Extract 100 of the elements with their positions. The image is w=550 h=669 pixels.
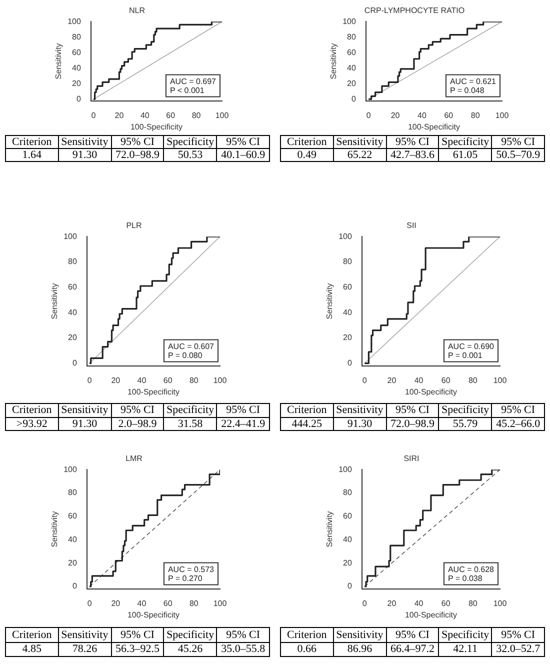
y-tick-label: 100 — [64, 464, 78, 474]
text: Specificity — [164, 628, 217, 642]
chart-title: SII — [406, 221, 416, 230]
text: 95% CI — [216, 404, 270, 417]
y-tick-label: 60 — [343, 512, 352, 521]
text: 72.0–98.9 — [111, 148, 164, 162]
text: 31.58 — [164, 417, 217, 430]
text: 95% CI — [492, 628, 544, 642]
chart-title: PLR — [126, 221, 142, 230]
text: 91.30 — [58, 148, 112, 162]
y-tick-label: 0 — [351, 94, 356, 104]
text: 61.05 — [438, 148, 492, 162]
text: 72.0–98.9 — [386, 417, 439, 430]
text: 95% CI — [386, 136, 439, 148]
annotation: AUC = 0.628 — [448, 565, 495, 574]
x-axis-title: 100-Specificity — [408, 122, 460, 132]
x-tick-label: 0 — [366, 110, 372, 120]
y-tick-label: 40 — [343, 534, 352, 544]
y-tick-label: 20 — [68, 333, 78, 342]
x-tick-label: 20 — [114, 110, 124, 120]
text: 95% CI — [386, 404, 439, 417]
annotation: P = 0.038 — [448, 574, 483, 584]
x-axis-title: 100-Specificity — [404, 387, 457, 396]
text: Sensitivity — [333, 136, 386, 148]
x-tick-label: 40 — [414, 376, 424, 385]
text: Sensitivity — [58, 628, 112, 642]
x-tick-label: 40 — [137, 598, 147, 608]
x-tick-label: 40 — [414, 598, 424, 608]
y-tick-label: 40 — [68, 534, 78, 544]
y-tick-label: 40 — [343, 308, 352, 317]
text: 1.64 — [6, 148, 58, 162]
annotation: P = 0.001 — [448, 351, 483, 360]
text: Sensitivity — [58, 136, 112, 148]
text: 95% CI — [216, 136, 270, 148]
x-tick-label: 60 — [441, 376, 451, 385]
y-tick-label: 80 — [68, 488, 78, 498]
text: 65.22 — [333, 148, 386, 162]
y-tick-label: 100 — [338, 232, 352, 241]
text: Criterion — [6, 136, 58, 148]
y-tick-label: 0 — [76, 94, 82, 104]
y-tick-label: 80 — [343, 488, 352, 498]
y-tick-label: 20 — [343, 333, 352, 342]
annotation: AUC = 0.621 — [450, 77, 497, 86]
text: Specificity — [164, 404, 217, 417]
text: 4.85 — [6, 642, 58, 656]
text: 55.79 — [438, 417, 492, 430]
x-axis-title: 100-Specificity — [127, 610, 180, 620]
y-tick-label: 20 — [343, 558, 352, 568]
text: Specificity — [438, 136, 492, 148]
y-axis-title: Sensitivity — [325, 511, 334, 548]
text: Criterion — [280, 628, 334, 642]
y-tick-label: 40 — [72, 63, 82, 72]
text: Specificity — [438, 628, 492, 642]
text: 95% CI — [111, 404, 164, 417]
text: 95% CI — [386, 628, 439, 642]
y-tick-label: 0 — [72, 582, 78, 591]
x-tick-label: 0 — [87, 376, 92, 385]
text: 45.26 — [164, 642, 217, 656]
x-tick-label: 60 — [166, 110, 176, 120]
x-axis-title: 100-Specificity — [404, 610, 457, 620]
x-tick-label: 100 — [495, 110, 510, 120]
chart-title: CRP-LYMPHOCYTE RATIO — [364, 6, 465, 16]
y-tick-label: 40 — [68, 308, 78, 317]
text: 444.25 — [280, 417, 334, 430]
x-axis-title: 100-Specificity — [127, 387, 180, 396]
text: Specificity — [164, 136, 217, 148]
x-tick-label: 100 — [493, 376, 508, 385]
chart-title: LMR — [126, 454, 143, 464]
chart-title: SIRI — [404, 454, 420, 464]
y-tick-label: 40 — [347, 63, 356, 72]
y-tick-label: 100 — [338, 464, 352, 474]
y-tick-label: 0 — [347, 582, 352, 591]
text: 2.0–98.9 — [111, 417, 164, 430]
text: Criterion — [6, 628, 58, 642]
x-tick-label: 0 — [362, 376, 368, 385]
y-tick-label: 80 — [68, 257, 78, 266]
chart-title: NLR — [128, 6, 146, 16]
x-tick-label: 40 — [137, 376, 147, 385]
text: 0.49 — [280, 148, 334, 162]
x-tick-label: 80 — [189, 598, 199, 608]
x-tick-label: 80 — [468, 376, 478, 385]
x-tick-label: 20 — [111, 598, 121, 608]
text: Sensitivity — [333, 628, 386, 642]
text: Criterion — [6, 404, 58, 417]
x-tick-label: 60 — [163, 598, 173, 608]
text: Criterion — [280, 404, 334, 417]
y-axis-title: Sensitivity — [50, 511, 60, 548]
annotation: AUC = 0.697 — [170, 77, 217, 86]
annotation: AUC = 0.607 — [168, 342, 215, 352]
y-tick-label: 60 — [68, 282, 78, 292]
y-tick-label: 20 — [347, 78, 356, 88]
annotation: P = 0.080 — [168, 351, 203, 360]
annotation: P < 0.001 — [170, 86, 205, 96]
y-tick-label: 60 — [72, 48, 82, 57]
x-tick-label: 80 — [470, 110, 480, 120]
text: >93.92 — [6, 417, 58, 430]
x-tick-label: 60 — [441, 598, 451, 608]
y-axis-title: Sensitivity — [54, 43, 64, 80]
text: 95% CI — [111, 628, 164, 642]
x-tick-label: 0 — [87, 598, 92, 608]
